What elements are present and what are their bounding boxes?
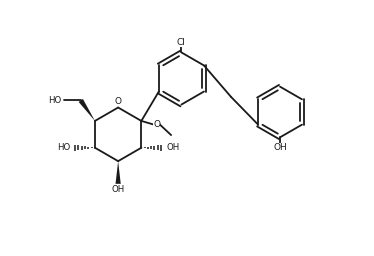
Text: HO: HO — [57, 143, 70, 152]
Text: Cl: Cl — [177, 38, 186, 47]
Polygon shape — [116, 161, 121, 184]
Polygon shape — [79, 99, 95, 121]
Text: OH: OH — [273, 143, 287, 152]
Text: OH: OH — [111, 185, 125, 194]
Text: HO: HO — [48, 96, 61, 105]
Text: OH: OH — [166, 143, 180, 152]
Text: O: O — [115, 97, 122, 106]
Text: O: O — [153, 120, 160, 129]
